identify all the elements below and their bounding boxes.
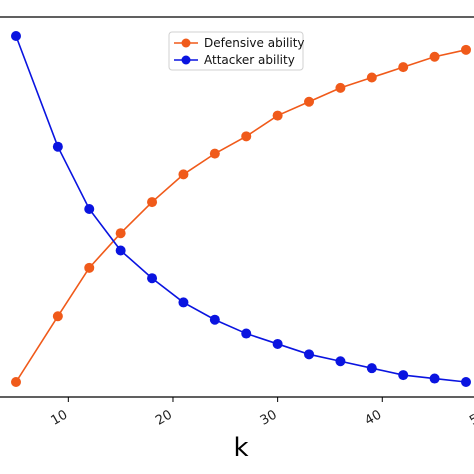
- series-2-point: [429, 373, 440, 384]
- series-1-point: [147, 197, 158, 208]
- series-1-point: [272, 110, 283, 121]
- series-2-point: [209, 314, 220, 325]
- series-1-point: [115, 228, 126, 239]
- series-1-point: [461, 44, 471, 55]
- legend-marker: [181, 55, 191, 65]
- series-1-point: [366, 72, 377, 83]
- series-2-point: [398, 370, 409, 381]
- series-1-point: [398, 62, 409, 73]
- series-1-point: [429, 51, 440, 62]
- legend-box: [168, 31, 304, 71]
- x-tick-label: 50: [467, 407, 474, 428]
- series-1-point: [178, 169, 189, 180]
- legend-label: Defensive ability: [204, 36, 305, 50]
- series-2-point: [461, 377, 471, 387]
- x-tick-label: 10: [48, 407, 70, 428]
- series-2-point: [11, 31, 21, 41]
- series-2-point: [84, 204, 95, 214]
- series-1-point: [84, 262, 95, 273]
- legend: Defensive ability Attacker ability: [168, 31, 305, 71]
- series-layer: [11, 31, 471, 387]
- x-tick-label: 30: [258, 407, 280, 428]
- series-2-point: [272, 338, 283, 349]
- series-1-point: [209, 148, 220, 159]
- x-tick-label: 40: [362, 407, 384, 428]
- series-2-point: [178, 297, 189, 308]
- series-1-point: [335, 82, 346, 93]
- series-1-point: [241, 131, 252, 142]
- series-1-point: [304, 96, 315, 107]
- series-2-point: [115, 245, 126, 256]
- x-tick-label: 20: [153, 407, 175, 428]
- legend-label: Attacker ability: [204, 53, 295, 67]
- series-2-point: [52, 141, 63, 152]
- series-2-point: [366, 363, 377, 374]
- x-axis-label: k: [233, 433, 248, 463]
- series-1-point: [11, 377, 21, 387]
- series-2-point: [241, 328, 252, 339]
- series-2-point: [335, 356, 346, 367]
- x-axis-ticks: 10 20 30 40 50: [48, 397, 474, 429]
- series-2-point: [304, 349, 315, 360]
- legend-marker: [181, 38, 191, 48]
- series-2-point: [147, 273, 158, 284]
- series-1-point: [52, 311, 63, 322]
